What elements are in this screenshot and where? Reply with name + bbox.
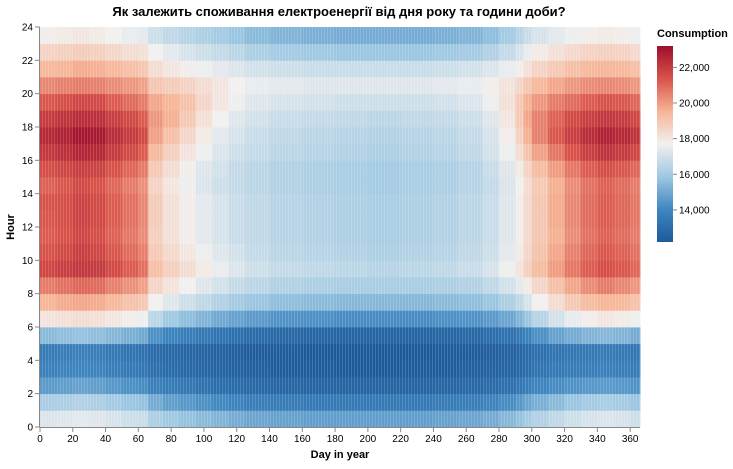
x-tick-label: 360 xyxy=(622,434,639,445)
y-tick-label: 20 xyxy=(22,89,34,100)
x-tick-label: 260 xyxy=(458,434,475,445)
stripe-overlay xyxy=(40,27,640,427)
x-tick-label: 300 xyxy=(523,434,540,445)
legend-ticks: 14,000 16,000 18,000 20,000 22,000 xyxy=(673,63,710,216)
x-tick-label: 180 xyxy=(327,434,344,445)
y-tick-label: 12 xyxy=(22,223,34,234)
y-tick-label: 6 xyxy=(27,323,33,334)
x-axis-title: Day in year xyxy=(311,449,370,461)
legend-tick-label: 22,000 xyxy=(679,63,710,74)
x-tick-label: 20 xyxy=(67,434,79,445)
x-tick-label: 120 xyxy=(228,434,245,445)
y-tick-label: 4 xyxy=(27,356,33,367)
legend-tick-label: 16,000 xyxy=(679,170,710,181)
x-tick-label: 340 xyxy=(589,434,606,445)
x-axis: 0 20 40 60 80 100 120 140 160 180 200 220 240 260 280 3… xyxy=(37,427,640,445)
y-tick-label: 14 xyxy=(22,189,34,200)
legend-title: Consumption xyxy=(657,28,728,40)
x-tick-label: 60 xyxy=(133,434,145,445)
x-tick-label: 280 xyxy=(491,434,508,445)
chart-title: Як залежить споживання електроенергії ві… xyxy=(112,4,565,19)
y-tick-label: 10 xyxy=(22,256,34,267)
x-tick-label: 320 xyxy=(556,434,573,445)
legend-tick-label: 14,000 xyxy=(679,205,710,216)
y-tick-label: 8 xyxy=(27,289,33,300)
x-tick-label: 0 xyxy=(37,434,43,445)
x-tick-label: 100 xyxy=(196,434,213,445)
legend: Consumption 14,000 16,000 18,000 20,000 22,0… xyxy=(657,28,728,242)
y-tick-label: 18 xyxy=(22,123,34,134)
legend-tick-label: 20,000 xyxy=(679,99,710,110)
y-tick-label: 22 xyxy=(22,56,34,67)
legend-color-bar xyxy=(657,46,673,242)
x-tick-label: 160 xyxy=(294,434,311,445)
y-tick-label: 0 xyxy=(27,423,33,434)
y-tick-label: 16 xyxy=(22,156,34,167)
y-tick-label: 2 xyxy=(27,389,33,400)
x-tick-label: 140 xyxy=(261,434,278,445)
legend-tick-label: 18,000 xyxy=(679,134,710,145)
x-tick-label: 240 xyxy=(425,434,442,445)
y-tick-label: 24 xyxy=(22,23,34,34)
x-tick-label: 80 xyxy=(166,434,178,445)
x-tick-label: 220 xyxy=(392,434,409,445)
y-axis-title: Hour xyxy=(5,213,17,239)
x-tick-label: 200 xyxy=(360,434,377,445)
x-tick-label: 40 xyxy=(100,434,112,445)
